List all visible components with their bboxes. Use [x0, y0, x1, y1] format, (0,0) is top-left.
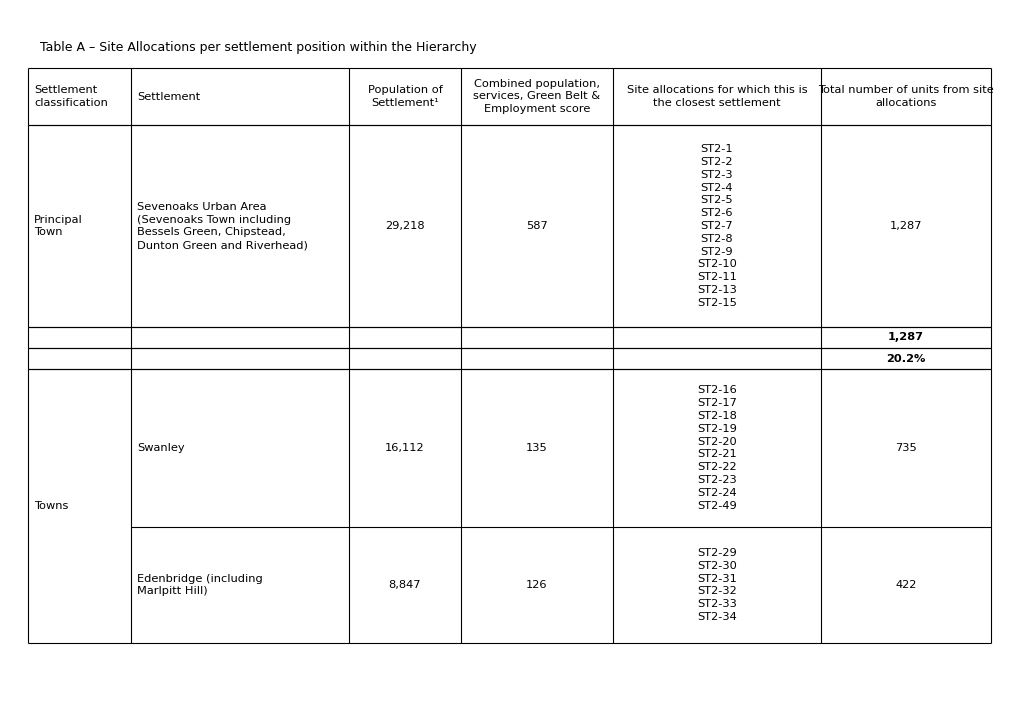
- Text: Total number of units from site
allocations: Total number of units from site allocati…: [817, 85, 993, 108]
- Text: Population of
Settlement¹: Population of Settlement¹: [367, 85, 442, 108]
- Text: Principal
Town: Principal Town: [34, 215, 83, 237]
- Text: Settlement
classification: Settlement classification: [34, 85, 108, 108]
- Text: 16,112: 16,112: [385, 443, 424, 453]
- Text: 422: 422: [895, 580, 916, 590]
- Text: 1,287: 1,287: [889, 221, 921, 231]
- Text: Combined population,
services, Green Belt &
Employment score: Combined population, services, Green Bel…: [473, 79, 600, 115]
- Text: Swanley: Swanley: [137, 443, 184, 453]
- Text: 135: 135: [526, 443, 547, 453]
- Text: ST2-16
ST2-17
ST2-18
ST2-19
ST2-20
ST2-21
ST2-22
ST2-23
ST2-24
ST2-49: ST2-16 ST2-17 ST2-18 ST2-19 ST2-20 ST2-2…: [696, 386, 736, 510]
- Text: 20.2%: 20.2%: [886, 353, 925, 363]
- Text: ST2-1
ST2-2
ST2-3
ST2-4
ST2-5
ST2-6
ST2-7
ST2-8
ST2-9
ST2-10
ST2-11
ST2-13
ST2-1: ST2-1 ST2-2 ST2-3 ST2-4 ST2-5 ST2-6 ST2-…: [696, 144, 736, 308]
- Text: Edenbridge (including
Marlpitt Hill): Edenbridge (including Marlpitt Hill): [137, 574, 263, 596]
- Text: 126: 126: [526, 580, 547, 590]
- Text: 735: 735: [895, 443, 916, 453]
- Text: 1,287: 1,287: [888, 332, 923, 342]
- Text: Site allocations for which this is
the closest settlement: Site allocations for which this is the c…: [626, 85, 806, 108]
- Text: Sevenoaks Urban Area
(Sevenoaks Town including
Bessels Green, Chipstead,
Dunton : Sevenoaks Urban Area (Sevenoaks Town inc…: [137, 202, 308, 250]
- Text: 29,218: 29,218: [385, 221, 424, 231]
- Text: ST2-29
ST2-30
ST2-31
ST2-32
ST2-33
ST2-34: ST2-29 ST2-30 ST2-31 ST2-32 ST2-33 ST2-3…: [696, 548, 736, 622]
- Text: 587: 587: [526, 221, 547, 231]
- Text: Towns: Towns: [34, 501, 68, 511]
- Text: 8,847: 8,847: [388, 580, 421, 590]
- Text: Table A – Site Allocations per settlement position within the Hierarchy: Table A – Site Allocations per settlemen…: [40, 42, 476, 55]
- Text: Settlement: Settlement: [137, 92, 200, 102]
